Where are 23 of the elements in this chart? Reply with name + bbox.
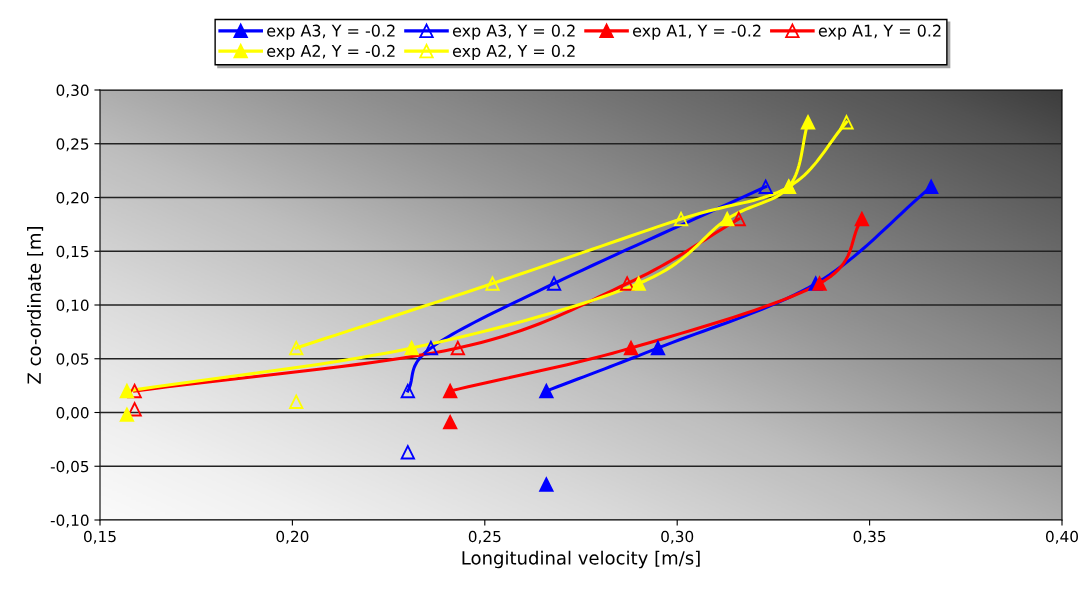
y-tick-label: 0,30 [56,84,89,98]
y-tick-label: 0,10 [56,299,89,313]
legend-label: exp A3, Y = 0.2 [452,24,575,40]
y-axis-title: Z co-ordinate [m] [27,227,44,384]
y-tick-label: 0,00 [56,406,89,421]
legend-label: exp A1, Y = 0.2 [818,24,941,40]
x-axis-title: Longitudinal velocity [m/s] [462,550,700,569]
x-tick-label: 0,20 [276,530,309,544]
y-tick-label: -0,10 [50,514,89,528]
legend-label: exp A1, Y = -0.2 [632,24,761,40]
y-tick-label: 0,20 [56,191,89,206]
y-tick-label: 0,05 [56,353,89,367]
legend-label: exp A3, Y = -0.2 [267,24,395,40]
x-tick-label: 0,25 [468,530,501,544]
x-tick-label: 0,35 [853,530,886,544]
x-tick-label: 0,15 [84,530,116,544]
x-tick-label: 0,40 [1046,530,1078,544]
legend-label: exp A2, Y = 0.2 [452,44,575,61]
legend-label: exp A2, Y = -0.2 [267,44,395,61]
x-tick-label: 0,30 [661,530,694,544]
y-tick-label: 0,15 [56,245,89,259]
y-tick-label: -0,05 [50,460,89,474]
y-tick-label: 0,25 [56,138,89,152]
